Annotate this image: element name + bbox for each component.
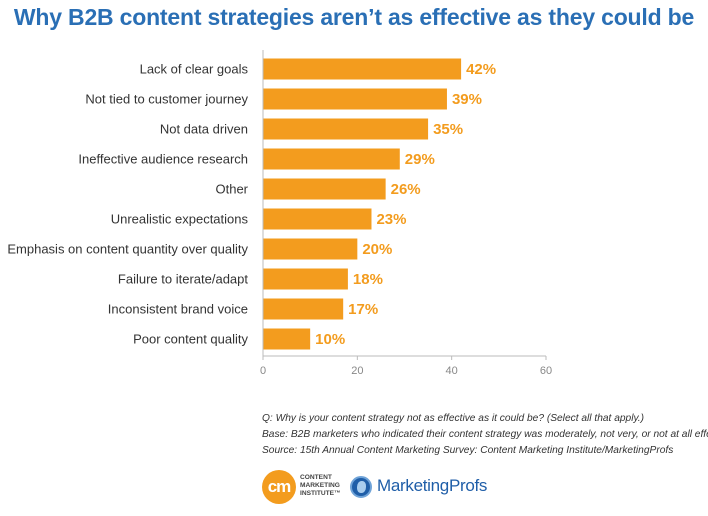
x-tick-label: 40 [446,365,458,377]
category-label: Emphasis on content quantity over qualit… [7,242,248,257]
category-label: Failure to iterate/adapt [118,272,248,287]
chart-title: Why B2B content strategies aren’t as eff… [13,4,695,30]
bar-chart: Lack of clear goals 42% Not tied to custom… [7,50,552,377]
globe-icon [350,476,372,498]
cmi-logo: cm CONTENT MARKETING INSTITUTE™ [262,468,348,508]
data-label: 35% [433,121,463,138]
category-label: Not tied to customer journey [85,92,248,107]
cmi-logo-line: MARKETING [300,482,340,489]
bar [263,238,358,260]
category-label: Inconsistent brand voice [108,302,248,317]
marketingprofs-logo-text: MarketingProfs [377,476,488,495]
cmi-logo-line: CONTENT [300,474,332,481]
survey-source-note: Source: 15th Annual Content Marketing Su… [262,445,674,456]
logo-row: cm CONTENT MARKETING INSTITUTE™ Marketin… [262,468,702,508]
bar [263,88,447,110]
data-label: 20% [362,241,392,258]
data-label: 42% [466,61,496,78]
data-label: 23% [376,211,406,228]
bar [263,58,462,80]
survey-base-note: Base: B2B marketers who indicated their … [262,429,708,440]
x-tick-label: 0 [260,365,266,377]
bar [263,208,372,230]
x-tick-label: 20 [351,365,363,377]
cmi-logo-text: CONTENT MARKETING INSTITUTE™ [300,474,360,498]
data-label: 18% [353,271,383,288]
data-label: 10% [315,331,345,348]
data-label: 17% [348,301,378,318]
x-tick-label: 60 [540,365,552,377]
data-label: 29% [405,151,435,168]
category-label: Poor content quality [133,332,248,347]
category-label: Not data driven [160,122,248,137]
category-label: Lack of clear goals [140,62,249,77]
data-label: 26% [391,181,421,198]
cmi-logo-mark: cm [262,470,296,504]
category-label: Ineffective audience research [78,152,248,167]
bar [263,178,386,200]
category-label: Other [215,182,248,197]
data-label: 39% [452,91,482,108]
bar [263,298,344,320]
category-label: Unrealistic expectations [111,212,249,227]
survey-question-note: Q: Why is your content strategy not as e… [262,413,645,424]
bar [263,118,429,140]
bar [263,268,348,290]
chart-notes: Q: Why is your content strategy not as e… [262,411,708,459]
bar [263,148,400,170]
cmi-logo-line: INSTITUTE™ [300,490,341,497]
bar [263,328,311,350]
